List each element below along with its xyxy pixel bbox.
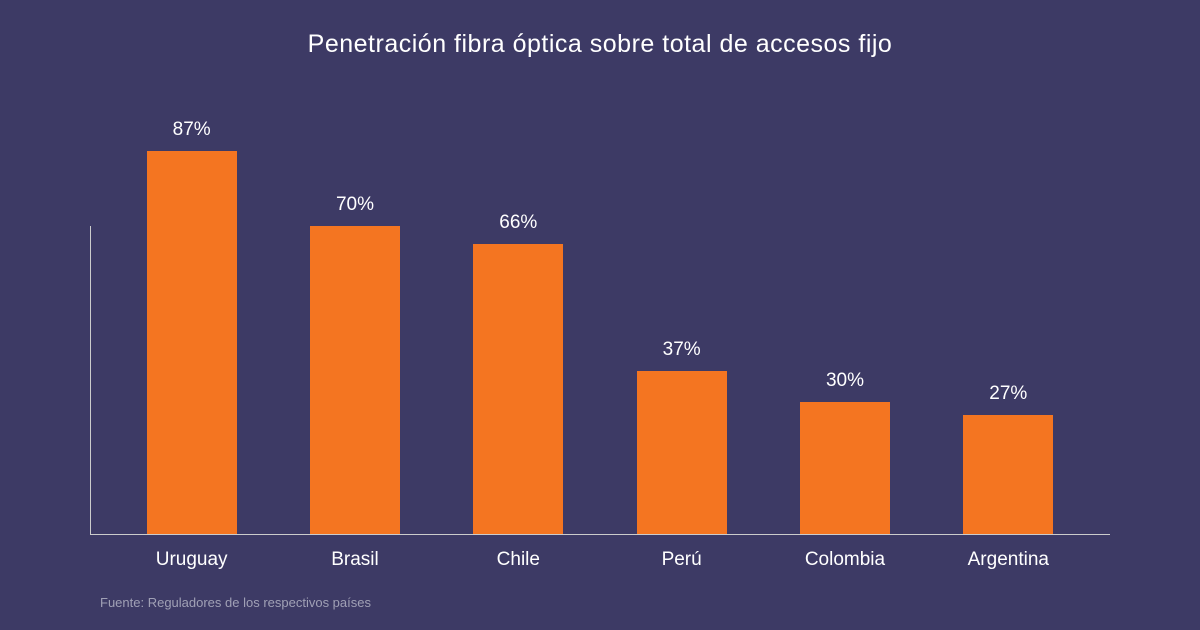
x-label: Argentina [963, 549, 1053, 571]
bar-argentina [963, 415, 1053, 534]
bar-group: 87% [147, 119, 237, 534]
chart-title: Penetración fibra óptica sobre total de … [100, 30, 1100, 59]
x-label: Chile [473, 549, 563, 571]
x-label: Perú [637, 549, 727, 571]
bar-chile [473, 244, 563, 534]
bar-value-label: 30% [826, 370, 864, 392]
bar-colombia [800, 402, 890, 534]
bar-uruguay [147, 151, 237, 534]
bar-peru [637, 371, 727, 534]
x-label: Colombia [800, 549, 890, 571]
source-text: Fuente: Reguladores de los respectivos p… [100, 595, 371, 610]
bar-group: 30% [800, 370, 890, 534]
x-labels-row: Uruguay Brasil Chile Perú Colombia Argen… [100, 534, 1100, 571]
bar-group: 70% [310, 194, 400, 534]
x-axis-line [90, 534, 1110, 535]
plot-area: 87% 70% 66% 37% 30% 27% [100, 94, 1100, 534]
y-axis-line [90, 226, 91, 535]
bar-value-label: 87% [173, 119, 211, 141]
bar-value-label: 37% [663, 339, 701, 361]
bar-value-label: 27% [989, 383, 1027, 405]
x-label: Brasil [310, 549, 400, 571]
x-label: Uruguay [147, 549, 237, 571]
bar-value-label: 70% [336, 194, 374, 216]
bar-brasil [310, 226, 400, 534]
bars-row: 87% 70% 66% 37% 30% 27% [100, 94, 1100, 534]
chart-container: Penetración fibra óptica sobre total de … [100, 30, 1100, 590]
bar-group: 27% [963, 383, 1053, 534]
bar-value-label: 66% [499, 212, 537, 234]
bar-group: 66% [473, 212, 563, 534]
bar-group: 37% [637, 339, 727, 534]
